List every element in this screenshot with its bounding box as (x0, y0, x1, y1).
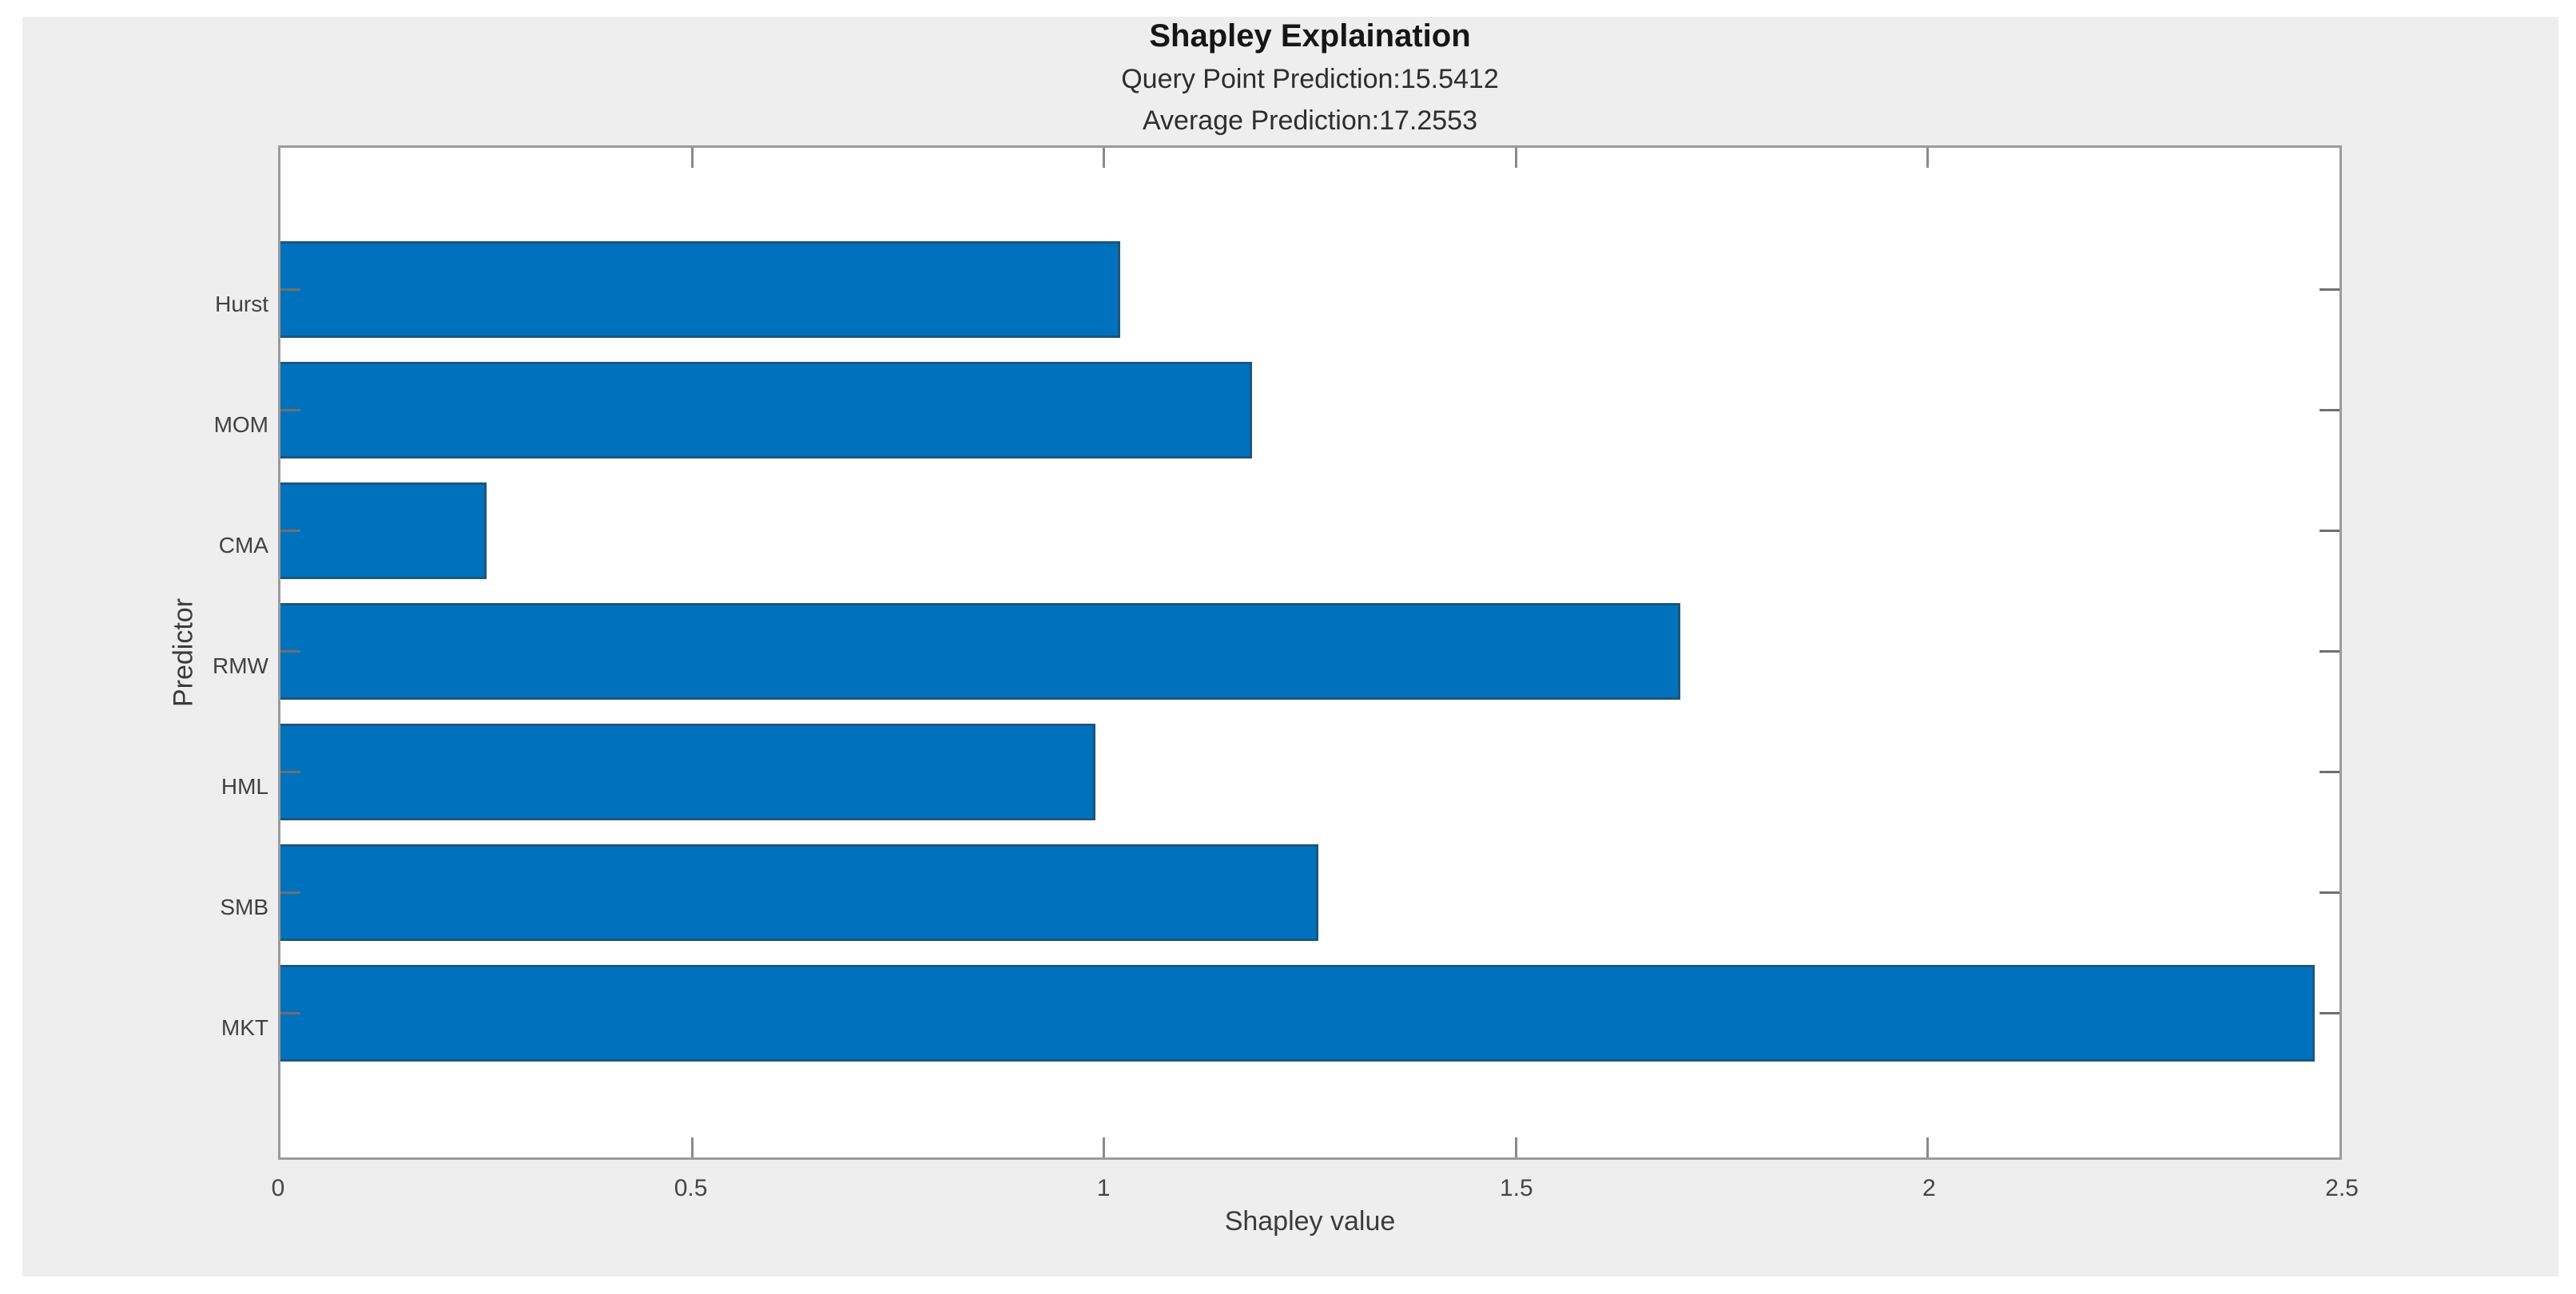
category-label-cma: CMA (218, 532, 268, 558)
bar-mom (280, 362, 1253, 458)
category-label-rmw: RMW (213, 653, 268, 678)
bar-hml (280, 724, 1096, 820)
x-tick-bottom-1 (1103, 1137, 1106, 1157)
y-tick-right-mkt (2320, 1012, 2339, 1014)
plot-area (278, 145, 2342, 1160)
y-tick-right-hurst (2320, 288, 2339, 291)
y-tick-left-mom (280, 409, 300, 411)
x-tick-label-1.5: 1.5 (1499, 1175, 1533, 1201)
category-label-hml: HML (221, 773, 268, 799)
y-tick-right-cma (2320, 530, 2339, 532)
chart-subtitle-query-point: Query Point Prediction:15.5412 (1121, 64, 1499, 94)
x-tick-top-0.5 (690, 148, 694, 168)
category-label-hurst: Hurst (215, 291, 268, 316)
x-tick-top-1 (1103, 148, 1106, 168)
x-tick-label-2: 2 (1922, 1175, 1936, 1201)
x-axis-tick-labels: 0 0.5 1 1.5 2 2.5 (272, 1174, 2359, 1206)
y-tick-right-hml (2320, 771, 2339, 773)
x-tick-label-0.5: 0.5 (674, 1175, 708, 1201)
bar-cma (280, 482, 487, 579)
x-tick-top-2 (1926, 148, 1930, 168)
category-label-mom: MOM (213, 411, 268, 437)
y-tick-left-smb (280, 891, 300, 894)
x-tick-bottom-2 (1926, 1137, 1930, 1157)
y-axis-label: Predictor (168, 597, 199, 708)
y-tick-right-smb (2320, 891, 2339, 894)
matlab-figure: Shapley Explaination Query Point Predict… (22, 17, 2558, 1276)
bar-rmw (280, 603, 1681, 700)
chart-subtitle-average: Average Prediction:17.2553 (1142, 105, 1477, 136)
category-label-smb: SMB (220, 894, 268, 919)
x-tick-label-0: 0 (271, 1175, 285, 1201)
y-axis-category-labels: Hurst MOM CMA RMW HML SMB MKT (22, 145, 268, 1160)
y-tick-left-hml (280, 771, 300, 773)
x-tick-bottom-1.5 (1514, 1137, 1517, 1157)
y-tick-right-rmw (2320, 650, 2339, 653)
chart-title-block: Shapley Explaination Query Point Predict… (278, 18, 2342, 138)
chart-title: Shapley Explaination (1149, 18, 1471, 54)
x-axis-label: Shapley value (1224, 1206, 1396, 1236)
x-tick-bottom-0.5 (690, 1137, 694, 1157)
x-tick-label-1: 1 (1096, 1175, 1111, 1201)
bar-mkt (280, 965, 2316, 1062)
y-tick-left-hurst (280, 288, 300, 291)
y-tick-left-mkt (280, 1012, 300, 1014)
bar-hurst (280, 241, 1121, 338)
y-tick-right-mom (2320, 409, 2339, 411)
y-tick-left-rmw (280, 650, 300, 653)
bar-smb (280, 844, 1318, 941)
category-label-mkt: MKT (221, 1014, 268, 1040)
y-tick-left-cma (280, 530, 300, 532)
x-tick-top-1.5 (1514, 148, 1517, 168)
x-tick-label-2.5: 2.5 (2325, 1175, 2359, 1201)
